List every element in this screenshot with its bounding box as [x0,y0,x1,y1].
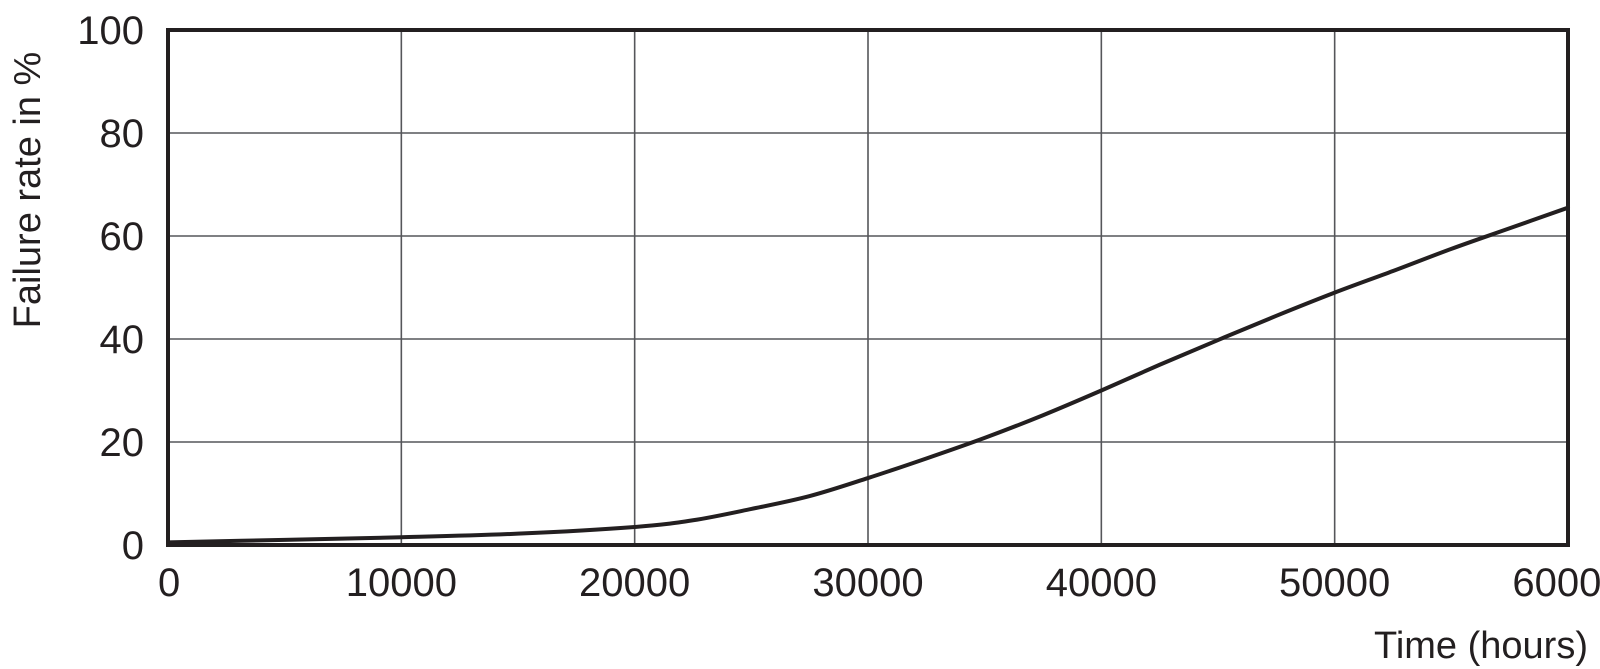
grid [168,30,1568,545]
plot-frame [166,28,1570,547]
x-tick-label: 10000 [346,561,457,605]
y-tick-label: 40 [100,318,145,362]
y-tick-label: 100 [77,9,144,53]
series-line [166,205,1570,545]
y-axis-title: Failure rate in % [7,52,49,329]
x-tick-label: 30000 [812,561,923,605]
y-tick-label: 80 [100,112,145,156]
x-axis-title: Time (hours) [1374,625,1588,667]
x-tick-label: 40000 [1046,561,1157,605]
x-tick-label: 20000 [579,561,690,605]
y-tick-label: 0 [122,524,144,568]
x-tick-label: 50000 [1279,561,1390,605]
y-tick-label: 20 [100,421,145,465]
y-tick-label: 60 [100,215,145,259]
x-tick-label: 0 [158,561,180,605]
y-axis: 0 20 40 60 80 100 [77,9,144,568]
